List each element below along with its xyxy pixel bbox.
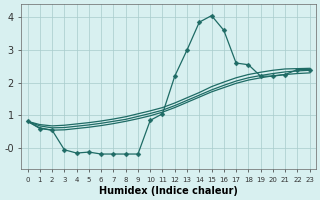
X-axis label: Humidex (Indice chaleur): Humidex (Indice chaleur) [99,186,238,196]
